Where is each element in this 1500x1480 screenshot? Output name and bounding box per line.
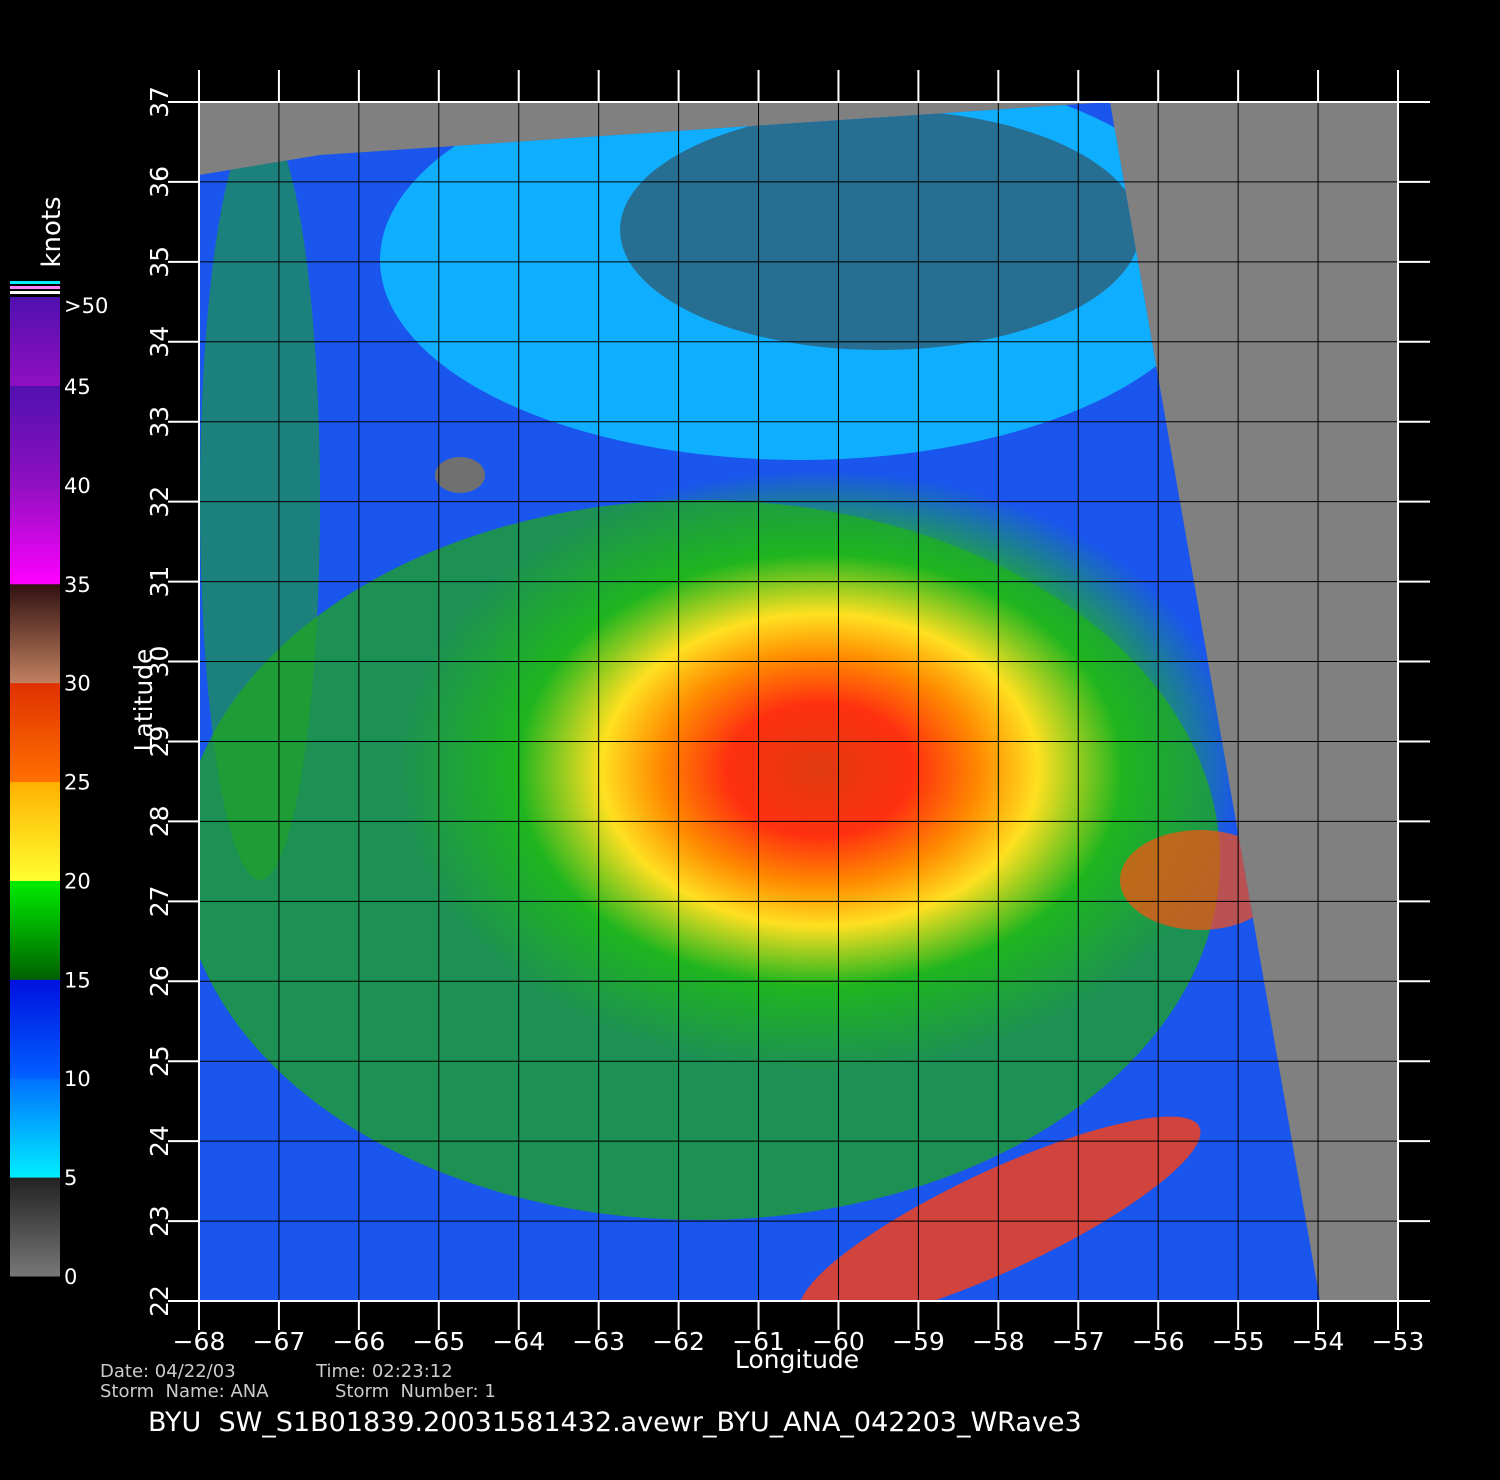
y-tick-label: 34 xyxy=(145,326,174,358)
x-tick-label: −66 xyxy=(332,1327,385,1356)
y-tick-label: 23 xyxy=(145,1205,174,1237)
colorbar-label: 30 xyxy=(64,672,91,696)
y-tick-label: 30 xyxy=(145,646,174,678)
x-tick-label: −62 xyxy=(652,1327,705,1356)
y-tick-label: 24 xyxy=(145,1125,174,1157)
y-tick-label: 32 xyxy=(145,486,174,518)
y-tick-label: 27 xyxy=(145,885,174,917)
colorbar-label: 45 xyxy=(64,375,91,399)
colorbar-segment xyxy=(10,1177,60,1277)
colorbar-segment xyxy=(10,583,60,684)
colorbar-segment xyxy=(10,781,60,881)
x-tick-label: −61 xyxy=(732,1327,785,1356)
colorbar-title: knots xyxy=(37,196,67,267)
colorbar-label: 25 xyxy=(64,771,91,795)
x-tick-label: −54 xyxy=(1292,1327,1345,1356)
colorbar-label: 0 xyxy=(64,1265,77,1289)
x-tick-label: −60 xyxy=(812,1327,865,1356)
y-tick-label: 36 xyxy=(145,166,174,198)
x-tick-label: −68 xyxy=(173,1327,226,1356)
colorbar-cap xyxy=(10,291,60,294)
colorbar-label: 35 xyxy=(64,573,91,597)
x-tick-label: −67 xyxy=(253,1327,306,1356)
colorbar-label: >50 xyxy=(64,294,108,318)
axes: −68 −67 −66 −65 −64 −63 −62 −61 −60 −59 −58 −57 −56−… xyxy=(145,70,1430,1356)
x-tick-label: −53 xyxy=(1372,1327,1425,1356)
x-tick-label: −58 xyxy=(972,1327,1025,1356)
colorbar-segment xyxy=(10,386,60,486)
y-tick-label: 29 xyxy=(145,726,174,758)
colorbar-segment xyxy=(10,979,60,1079)
colorbar-segment xyxy=(10,1078,60,1178)
x-tick-label: −63 xyxy=(572,1327,625,1356)
x-tick-label: −65 xyxy=(412,1327,465,1356)
front-winds xyxy=(1120,830,1280,930)
front-winds xyxy=(799,1116,1201,1301)
x-tick-label: −57 xyxy=(1052,1327,1105,1356)
colorbar-segment xyxy=(10,484,60,585)
plot-frame xyxy=(198,101,1399,1302)
map-area xyxy=(199,102,1398,1301)
y-tick-label: 25 xyxy=(145,1045,174,1077)
footer-storm-name: Storm Name: ANA xyxy=(100,1381,269,1402)
footer-file: BYU SW_S1B01839.20031581432.avewr_BYU_AN… xyxy=(148,1407,1082,1438)
x-tick-label: −56 xyxy=(1132,1327,1185,1356)
y-tick-label: 37 xyxy=(145,86,174,118)
colorbar-label: 15 xyxy=(64,968,91,992)
colorbar-segment xyxy=(10,297,60,386)
y-tick-label: 31 xyxy=(145,566,174,598)
colorbar-cap xyxy=(10,286,60,289)
footer-storm-number: Storm Number: 1 xyxy=(335,1381,496,1402)
y-tick-label: 33 xyxy=(145,406,174,438)
colorbar-label: 5 xyxy=(64,1166,77,1190)
x-tick-label: −55 xyxy=(1212,1327,1265,1356)
y-tick-label: 35 xyxy=(145,246,174,278)
colorbar-label: 20 xyxy=(64,869,91,893)
y-tick-label: 26 xyxy=(145,965,174,997)
footer-time: Time: 02:23:12 xyxy=(315,1361,453,1382)
colorbar-cap xyxy=(10,281,60,284)
footer-date: Date: 04/22/03 xyxy=(100,1361,236,1382)
colorbar-label: 10 xyxy=(64,1067,91,1091)
y-tick-label: 22 xyxy=(145,1285,174,1317)
y-tick-label: 28 xyxy=(145,805,174,837)
x-tick-label: −64 xyxy=(492,1327,545,1356)
colorbar-label: 40 xyxy=(64,474,91,498)
moderate-winds xyxy=(200,120,320,880)
x-axis-label: Longitude xyxy=(735,1345,859,1374)
y-axis-label: Latitude xyxy=(129,649,158,752)
storm-winds xyxy=(400,470,1240,1070)
no-data xyxy=(435,457,485,493)
calm-patch xyxy=(620,110,1140,350)
colorbar-segment xyxy=(10,682,60,783)
colorbar: 0 5 10 15 20 25 30 35 40 45 >50 xyxy=(10,281,108,1289)
x-tick-label: −59 xyxy=(892,1327,945,1356)
colorbar-segment xyxy=(10,880,60,980)
